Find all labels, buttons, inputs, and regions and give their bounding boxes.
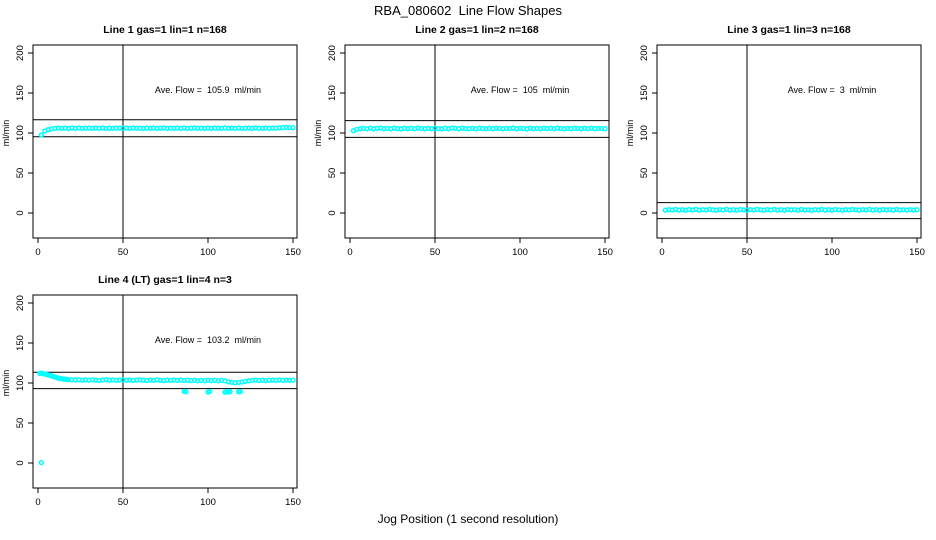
y-axis-label: ml/min <box>625 120 635 147</box>
subplot-line-1: Line 1 gas=1 lin=1 n=168 Ave. Flow = 105… <box>0 20 312 270</box>
ave-flow-annotation-line-4: Ave. Flow = 103.2 ml/min <box>154 335 262 345</box>
y-tick-label: 150 <box>15 335 26 351</box>
y-tick-label: 50 <box>15 418 26 429</box>
data-point <box>207 388 213 395</box>
plot-canvas: 0 50 100 150 0 50 100 150 200 ml/min <box>1 294 301 508</box>
x-tick-label: 50 <box>118 247 129 258</box>
ave-flow-annotation-line-3: Ave. Flow = 3 ml/min <box>787 85 877 95</box>
y-tick-label: 0 <box>15 210 26 215</box>
plot-frame <box>32 294 298 489</box>
x-tick-label: 0 <box>35 247 40 258</box>
y-axis-label: ml/min <box>1 370 11 397</box>
y-tick-label: 50 <box>327 168 338 179</box>
x-tick-label: 100 <box>200 247 216 258</box>
data-point <box>290 125 296 131</box>
subplot-line-3: Line 3 gas=1 lin=3 n=168 Ave. Flow = 3 m… <box>624 20 936 270</box>
x-tick-label: 50 <box>742 247 753 258</box>
ave-flow-annotation-line-1: Ave. Flow = 105.9 ml/min <box>154 85 262 95</box>
y-axis-label: ml/min <box>313 120 323 147</box>
ave-flow-annotation-line-2: Ave. Flow = 105 ml/min <box>470 85 570 95</box>
y-tick-label: 150 <box>327 85 338 101</box>
x-tick-label: 150 <box>597 247 613 258</box>
data-point <box>183 389 189 395</box>
x-axis-label: Jog Position (1 second resolution) <box>377 512 559 526</box>
x-tick-label: 0 <box>35 497 40 508</box>
data-point <box>38 132 45 138</box>
x-tick-label: 150 <box>285 247 301 258</box>
subplot-line-2: Line 2 gas=1 lin=2 n=168 Ave. Flow = 105… <box>312 20 624 270</box>
x-tick-label: 0 <box>347 247 352 258</box>
subplot-title-line-2: Line 2 gas=1 lin=2 n=168 <box>415 24 539 36</box>
x-tick-label: 50 <box>430 247 441 258</box>
x-tick-label: 0 <box>659 247 664 258</box>
y-tick-label: 100 <box>639 125 650 141</box>
y-tick-label: 200 <box>639 45 650 61</box>
data-points <box>350 125 608 134</box>
subplot-title-line-4: Line 4 (LT) gas=1 lin=4 n=3 <box>98 274 232 286</box>
y-tick-label: 200 <box>327 45 338 61</box>
x-tick-label: 100 <box>200 497 216 508</box>
data-point <box>914 207 920 213</box>
subplot-title-line-1: Line 1 gas=1 lin=1 n=168 <box>103 24 227 36</box>
plot-frame <box>656 44 922 239</box>
y-tick-label: 150 <box>15 85 26 101</box>
y-tick-label: 0 <box>639 210 650 215</box>
y-tick-label: 0 <box>15 460 26 465</box>
y-tick-label: 100 <box>15 375 26 391</box>
data-points <box>38 124 296 138</box>
y-axis-label: ml/min <box>1 120 11 147</box>
plot-canvas: 0 50 100 150 0 50 100 150 200 ml/min <box>313 44 613 258</box>
figure-title: RBA_080602 Line Flow Shapes <box>374 3 562 18</box>
plot-canvas: 0 50 100 150 0 50 100 150 200 ml/min <box>625 44 925 258</box>
subplot-title-line-3: Line 3 gas=1 lin=3 n=168 <box>727 24 851 36</box>
x-tick-label: 150 <box>909 247 925 258</box>
data-point <box>38 459 45 466</box>
data-point <box>602 126 608 132</box>
y-tick-label: 150 <box>639 85 650 101</box>
data-point <box>237 388 243 395</box>
x-tick-label: 50 <box>118 497 129 508</box>
data-point <box>227 388 233 395</box>
y-tick-label: 0 <box>327 210 338 215</box>
plot-frame <box>32 44 298 239</box>
x-tick-label: 150 <box>285 497 301 508</box>
data-point <box>290 377 296 383</box>
plot-frame <box>344 44 610 239</box>
subplot-line-4: Line 4 (LT) gas=1 lin=4 n=3 Ave. Flow = … <box>0 270 312 520</box>
data-points <box>37 370 296 466</box>
y-tick-label: 100 <box>327 125 338 141</box>
x-tick-label: 100 <box>512 247 528 258</box>
y-tick-label: 50 <box>15 168 26 179</box>
y-tick-label: 200 <box>15 45 26 61</box>
data-points <box>662 206 920 213</box>
plot-canvas: 0 50 100 150 0 50 100 150 200 ml/min <box>1 44 301 258</box>
y-tick-label: 100 <box>15 125 26 141</box>
y-tick-label: 50 <box>639 168 650 179</box>
x-tick-label: 100 <box>824 247 840 258</box>
y-tick-label: 200 <box>15 295 26 311</box>
